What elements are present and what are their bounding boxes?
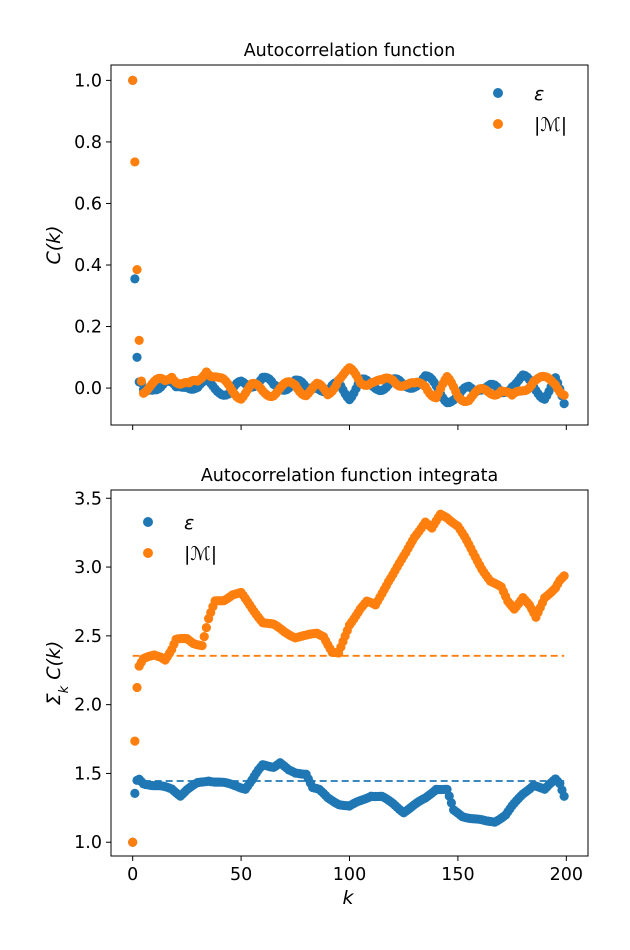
y-tick-label: 1.0 [74, 71, 102, 91]
x-tick-label: 100 [333, 865, 366, 885]
y-tick-label: 1.5 [74, 764, 102, 784]
data-point [130, 736, 140, 746]
data-point [132, 352, 142, 362]
chart-title: Autocorrelation function [244, 41, 456, 61]
data-point [128, 75, 138, 85]
x-tick-label: 0 [127, 865, 138, 885]
data-point [559, 791, 569, 801]
plot-frame [110, 64, 589, 426]
data-point [130, 274, 140, 284]
autocorrelation-panel: Autocorrelation function 0.0 0.2 0.4 0.6 0.8 1… [43, 41, 589, 430]
y-tick-label: 0.4 [74, 256, 102, 276]
data-point [197, 641, 207, 651]
y-tick-label: 2.0 [74, 696, 102, 716]
legend-label: ε [184, 512, 194, 534]
data-point [201, 622, 211, 633]
data-point [130, 788, 140, 798]
legend-label: |ℳ| [184, 543, 217, 565]
x-tick-label: 50 [230, 865, 252, 885]
y-tick-label: 3.0 [74, 558, 102, 578]
data-point [128, 837, 138, 847]
y-tick-label: 0.0 [74, 379, 102, 399]
y-tick-label: 2.5 [74, 627, 102, 647]
data-point [136, 376, 146, 386]
legend-marker [493, 119, 503, 129]
x-tick-label: 200 [550, 865, 583, 885]
legend-label: ε [534, 83, 544, 105]
data-point [559, 390, 569, 400]
plot-frame [110, 489, 589, 857]
y-axis-label: Σk C(k) [43, 641, 72, 706]
y-tick-label: 0.8 [74, 133, 102, 153]
legend-marker [143, 517, 153, 527]
y-tick-label: 3.5 [74, 489, 102, 509]
legend-marker [493, 88, 503, 98]
data-point [199, 632, 209, 642]
data-point [132, 682, 142, 693]
y-axis-label: C(k) [43, 225, 65, 264]
integrated-autocorrelation-panel: Autocorrelation function integrata 1.0 1.5… [43, 466, 589, 885]
data-point [132, 265, 142, 275]
y-tick-label: 0.2 [74, 318, 102, 338]
y-tick-label: 1.0 [74, 833, 102, 853]
y-tick-label: 0.6 [74, 194, 102, 214]
data-point [130, 157, 140, 167]
legend-label: |ℳ| [534, 114, 567, 136]
legend-marker [143, 548, 153, 558]
x-tick-label: 150 [441, 865, 474, 885]
x-axis-label: k [342, 887, 354, 909]
data-point [134, 335, 144, 345]
data-point [446, 798, 457, 808]
data-point [559, 571, 569, 581]
chart-title: Autocorrelation function integrata [201, 466, 498, 486]
data-point [559, 399, 569, 409]
